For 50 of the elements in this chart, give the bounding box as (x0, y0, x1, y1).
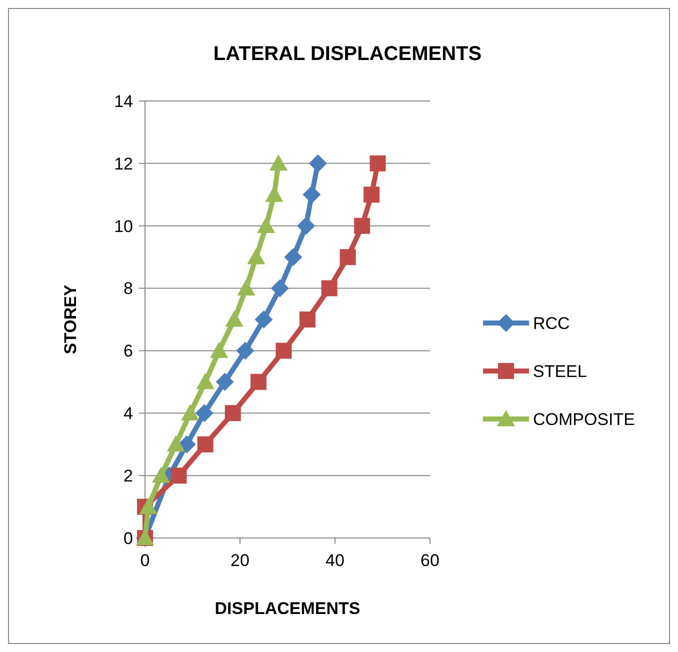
point (152, 466, 170, 483)
y-tick-label: 4 (124, 404, 133, 424)
legend-label: RCC (533, 314, 570, 333)
point (195, 404, 214, 422)
point (364, 186, 380, 203)
x-tick-label: 60 (420, 551, 440, 570)
point (210, 342, 228, 358)
y-axis-title: STOREY (61, 284, 80, 354)
point (216, 372, 234, 391)
point (181, 404, 200, 420)
y-tick-label: 6 (124, 342, 133, 361)
y-tick-label: 8 (124, 279, 133, 298)
point (224, 405, 241, 422)
x-tick-label: 0 (140, 551, 150, 570)
point (284, 248, 302, 266)
y-tick-label: 14 (114, 92, 133, 111)
y-tick-label: 0 (124, 528, 133, 548)
point (297, 216, 316, 235)
x-tick-label: 20 (230, 551, 250, 570)
point (370, 155, 386, 172)
point (299, 312, 316, 328)
point (308, 154, 327, 172)
y-tick-label: 2 (124, 466, 133, 486)
point (178, 435, 196, 454)
point (197, 436, 214, 452)
point (250, 374, 267, 390)
point (254, 310, 273, 328)
point (139, 498, 158, 514)
point (170, 468, 187, 484)
legend-label: COMPOSITE (533, 410, 636, 429)
point (354, 218, 370, 234)
point (340, 249, 356, 266)
y-tick-label: 10 (114, 216, 133, 236)
point (276, 342, 292, 359)
point (269, 154, 288, 171)
point (247, 248, 266, 264)
y-tick-label: 12 (114, 154, 133, 174)
point (302, 186, 321, 204)
point (166, 435, 185, 452)
point (257, 216, 276, 234)
point (321, 280, 338, 296)
point (225, 310, 244, 327)
point (237, 279, 256, 296)
point (196, 372, 214, 390)
chart-title: LATERAL DISPLACEMENTS (213, 43, 482, 65)
x-axis-title: DISPLACEMENTS (214, 599, 360, 618)
legend-label: STEEL (533, 362, 587, 381)
point (236, 342, 254, 360)
point (270, 279, 289, 298)
x-tick-label: 40 (326, 551, 344, 570)
